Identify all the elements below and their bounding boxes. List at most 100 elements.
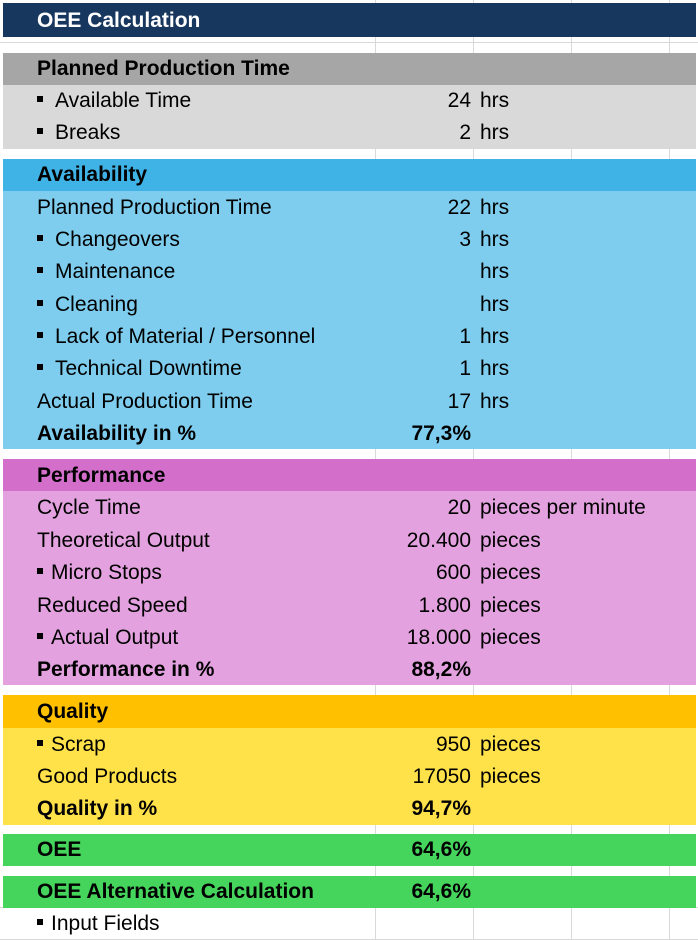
performance-row[interactable]: Micro Stops 600 pieces [3,557,696,589]
row-value[interactable]: 1 [459,357,471,380]
section-header: Availability [37,163,148,186]
row-label-text: Lack of Material / Personnel [55,325,316,348]
availability-row[interactable]: Lack of Material / Personnel 1 hrs [3,321,696,353]
row-value[interactable]: 18.000 [406,626,471,649]
bullet-icon [37,96,43,103]
row-label-text: Changeovers [55,228,180,251]
row-value[interactable]: 950 [435,733,471,756]
row-value: 20.400 [406,529,471,552]
title-row: OEE Calculation [3,5,696,37]
legend-text: Input Fields [51,912,160,935]
result-value: 94,7% [411,797,471,820]
bullet-icon [37,568,43,575]
oee-alt-label: OEE Alternative Calculation [37,880,314,903]
row-unit: pieces [480,626,541,649]
bullet-icon [37,919,43,926]
availability-header-band [3,159,696,191]
row-label: Cleaning [37,289,138,321]
row-unit: pieces [480,765,541,788]
bullet-icon [37,235,43,242]
oee-alt-band [3,876,696,908]
planned-row[interactable]: Available Time 24 hrs [3,85,696,117]
availability-row: Actual Production Time 17 hrs [3,386,696,418]
row-unit: hrs [480,293,510,316]
planned-body-band [3,85,696,149]
availability-body-band [3,191,696,449]
bullet-icon [37,740,43,747]
planned-row[interactable]: Breaks 2 hrs [3,117,696,149]
performance-header-band [3,459,696,491]
row-label: Changeovers [37,224,180,256]
row-value[interactable]: 2 [459,121,471,144]
row-label-text: Available Time [55,89,192,112]
row-value[interactable]: 600 [435,561,471,584]
row-label: Good Products [37,765,178,788]
section-header: Planned Production Time [37,57,290,80]
row-label-text: Cleaning [55,293,138,316]
oee-row: OEE 64,6% [3,834,696,866]
row-label-text: Actual Output [51,626,179,649]
legend-label: Input Fields [37,908,160,940]
oee-band [3,834,696,866]
row-value: 1.800 [418,594,471,617]
row-label-text: Scrap [51,733,106,756]
grid-row-line [0,42,698,43]
page-title: OEE Calculation [37,9,201,32]
bullet-icon [37,267,43,274]
performance-row[interactable]: Actual Output 18.000 pieces [3,622,696,654]
availability-row[interactable]: Technical Downtime 1 hrs [3,353,696,385]
availability-result-row: Availability in % 77,3% [3,418,696,450]
section-header: Quality [37,700,109,723]
bullet-icon [37,332,43,339]
row-label: Planned Production Time [37,196,272,219]
row-unit: hrs [480,357,510,380]
row-value[interactable]: 24 [447,89,471,112]
oee-label: OEE [37,838,82,861]
row-label: Maintenance [37,256,175,288]
bullet-icon [37,364,43,371]
row-label: Cycle Time [37,496,141,519]
availability-header-row: Availability [3,159,696,191]
row-label: Actual Production Time [37,390,253,413]
performance-body-band [3,491,696,685]
row-label-text: Maintenance [55,260,176,283]
section-header: Performance [37,464,166,487]
planned-header-row: Planned Production Time [3,53,696,85]
oee-value: 64,6% [411,838,471,861]
result-label: Availability in % [37,422,197,445]
result-label: Quality in % [37,797,158,820]
bullet-icon [37,633,43,640]
quality-body-band [3,728,696,825]
quality-result-row: Quality in % 94,7% [3,793,696,825]
availability-row[interactable]: Cleaning hrs [3,289,696,321]
result-value: 77,3% [411,422,471,445]
row-unit: hrs [480,390,510,413]
availability-row[interactable]: Maintenance hrs [3,256,696,288]
planned-header-band [3,53,696,85]
performance-row[interactable]: Cycle Time 20 pieces per minute [3,492,696,524]
bullet-icon [37,300,43,307]
bullet-icon [37,128,43,135]
row-value[interactable]: 3 [459,228,471,251]
row-label: Available Time [37,85,191,117]
quality-header-band [3,695,696,728]
row-unit: pieces per minute [480,496,646,519]
row-value: 17 [447,390,471,413]
row-value: 17050 [412,765,471,788]
row-label: Scrap [37,729,106,761]
row-value[interactable]: 1 [459,325,471,348]
legend-row: Input Fields [3,908,696,940]
performance-result-row: Performance in % 88,2% [3,654,696,686]
row-label: Technical Downtime [37,353,242,385]
availability-row[interactable]: Changeovers 3 hrs [3,224,696,256]
row-unit: pieces [480,561,541,584]
row-unit: hrs [480,196,510,219]
performance-row: Reduced Speed 1.800 pieces [3,590,696,622]
availability-row: Planned Production Time 22 hrs [3,192,696,224]
row-unit: pieces [480,594,541,617]
quality-row[interactable]: Scrap 950 pieces [3,729,696,761]
row-value[interactable]: 20 [447,496,471,519]
row-label: Breaks [37,117,120,149]
row-label: Micro Stops [37,557,162,589]
performance-header-row: Performance [3,460,696,492]
